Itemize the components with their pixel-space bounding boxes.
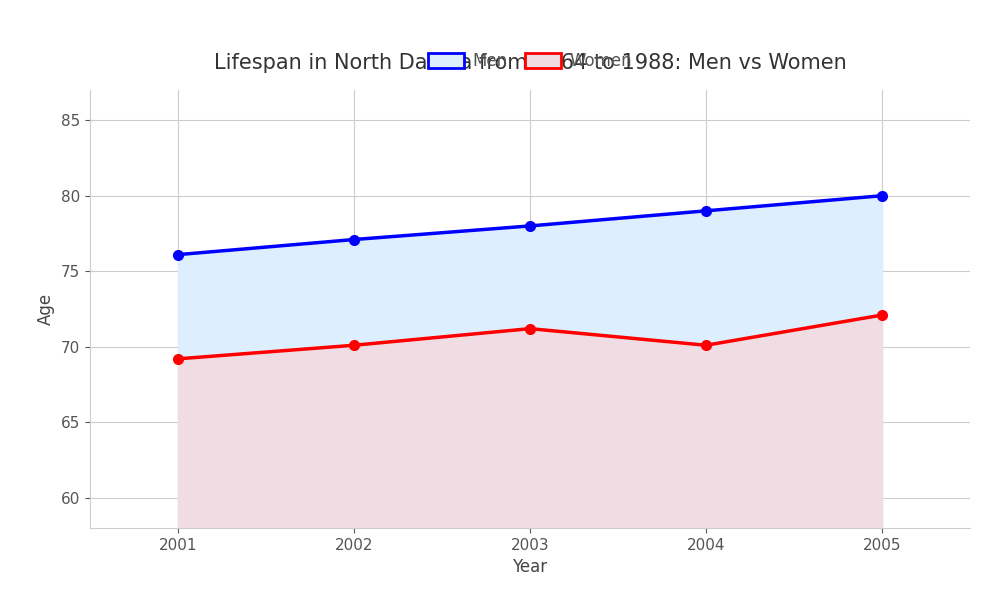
Title: Lifespan in North Dakota from 1964 to 1988: Men vs Women: Lifespan in North Dakota from 1964 to 19…	[214, 53, 846, 73]
Y-axis label: Age: Age	[37, 293, 55, 325]
Legend: Men, Women: Men, Women	[421, 46, 639, 77]
X-axis label: Year: Year	[512, 558, 548, 576]
